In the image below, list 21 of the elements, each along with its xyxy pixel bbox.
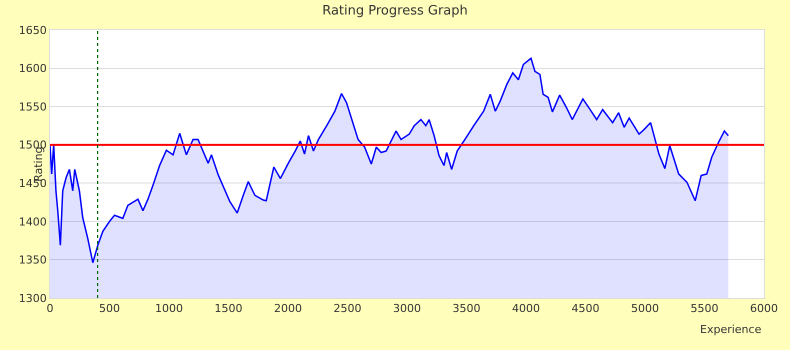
chart-title: Rating Progress Graph — [322, 3, 468, 18]
x-axis-title: Experience — [700, 323, 762, 336]
x-tick-label: 1000 — [155, 302, 183, 316]
x-tick-label: 4000 — [512, 302, 540, 316]
y-tick-label: 1650 — [18, 24, 47, 37]
x-tick-label: 3000 — [393, 302, 421, 316]
y-tick-label: 1350 — [18, 254, 47, 267]
x-tick-label: 3500 — [452, 302, 480, 316]
y-tick-label: 1550 — [18, 100, 47, 114]
x-tick-label: 6000 — [750, 302, 778, 316]
x-tick-label: 5500 — [690, 302, 718, 316]
x-tick-label: 5000 — [631, 302, 659, 316]
x-tick-label: 2000 — [274, 302, 302, 316]
y-tick-label: 1300 — [18, 292, 47, 305]
x-tick-label: 2500 — [334, 302, 362, 316]
x-tick-label: 4500 — [572, 302, 600, 316]
y-tick-label: 1600 — [18, 62, 47, 76]
x-tick-label: 0 — [46, 302, 54, 316]
y-tick-label: 1400 — [18, 215, 47, 228]
x-tick-label: 1500 — [214, 302, 242, 316]
x-tick-label: 500 — [99, 302, 120, 316]
